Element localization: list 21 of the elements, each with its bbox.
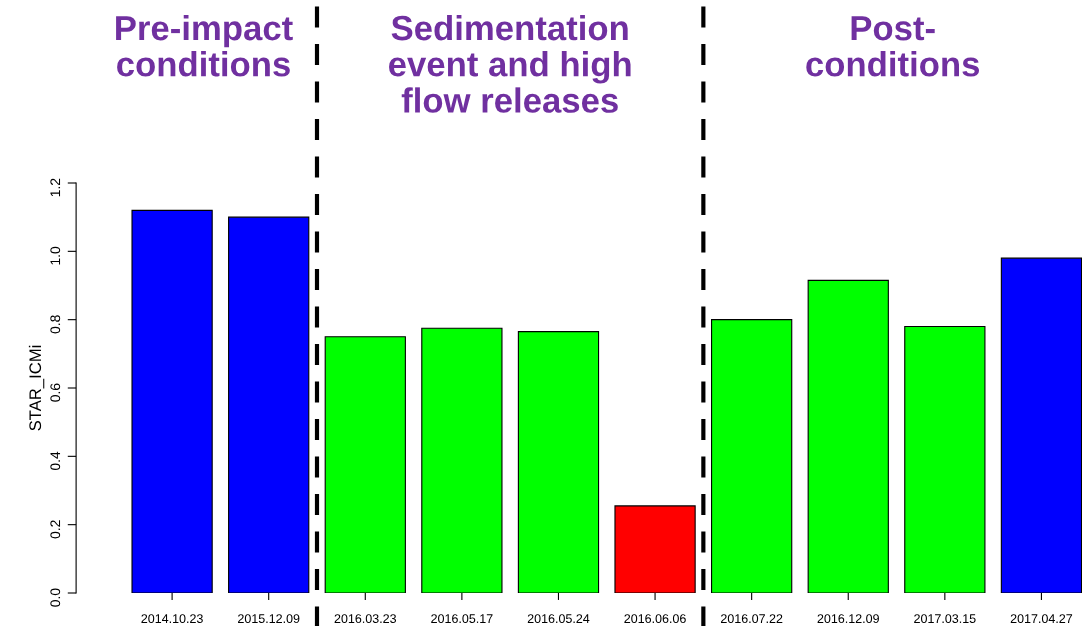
y-tick-label: 0.4 — [50, 451, 61, 471]
x-tick-label: 2014.10.23 — [141, 614, 203, 624]
text: Pre-impact conditions — [116, 14, 293, 77]
y-tick-label: 0.0 — [50, 588, 61, 607]
y-tick-label: 1.0 — [50, 246, 61, 265]
y-tick-label: 1.2 — [50, 178, 61, 197]
x-tick-label: 2017.04.27 — [1010, 614, 1073, 624]
x-tick-label: 2015.12.09 — [238, 614, 300, 624]
y-tick-label: 0.2 — [50, 520, 61, 539]
x-tick-label: 2016.12.09 — [817, 614, 879, 624]
x-tick-label: 2016.06.06 — [624, 614, 686, 624]
y-tick-label: 0.6 — [50, 383, 61, 402]
text: Post- conditions — [806, 16, 980, 77]
x-tick-label: 2016.07.22 — [721, 614, 783, 624]
y-tick-label: 0.8 — [50, 315, 61, 334]
x-tick-label: 2017.03.15 — [914, 614, 976, 624]
y-axis-title: STAR_ICMi — [28, 345, 45, 431]
x-tick-label: 2016.03.23 — [334, 614, 397, 624]
x-tick-label: 2016.05.17 — [431, 614, 493, 624]
text: Sedimentation event and high flow releases — [389, 14, 631, 113]
x-tick-label: 2016.05.24 — [527, 614, 590, 624]
